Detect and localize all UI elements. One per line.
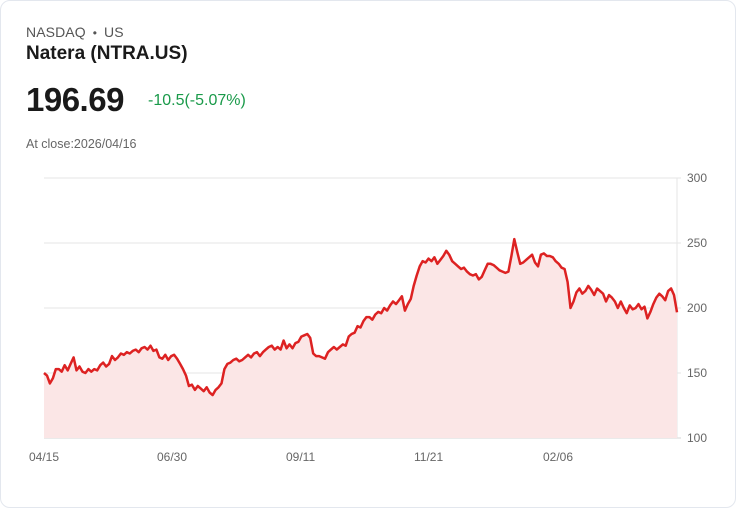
x-tick: 09/11 xyxy=(286,450,315,464)
x-tick: 06/30 xyxy=(157,450,187,464)
close-date: At close:2026/04/16 xyxy=(26,137,137,151)
y-tick: 150 xyxy=(687,366,707,380)
price-area xyxy=(44,239,677,438)
y-tick: 100 xyxy=(687,431,707,445)
exchange-name: NASDAQ xyxy=(26,24,86,40)
x-tick: 02/06 xyxy=(543,450,573,464)
exchange-line: NASDAQ • US xyxy=(26,24,124,40)
price-line xyxy=(43,237,679,397)
region-label: US xyxy=(104,24,124,40)
separator-dot: • xyxy=(92,26,98,40)
x-axis: 04/15 06/30 09/11 11/21 02/06 xyxy=(29,450,573,464)
price-change: -10.5(-5.07%) xyxy=(148,92,246,109)
y-tick: 200 xyxy=(687,301,707,315)
stock-title: Natera (NTRA.US) xyxy=(26,43,188,64)
x-tick: 04/15 xyxy=(29,450,59,464)
x-tick: 11/21 xyxy=(414,450,443,464)
y-tick: 250 xyxy=(687,236,707,250)
stock-price: 196.69 xyxy=(26,81,124,118)
price-chart: 300 250 200 150 100 04/15 06/30 09/11 11… xyxy=(29,171,707,464)
y-axis: 300 250 200 150 100 xyxy=(687,171,707,445)
y-tick: 300 xyxy=(687,171,707,185)
